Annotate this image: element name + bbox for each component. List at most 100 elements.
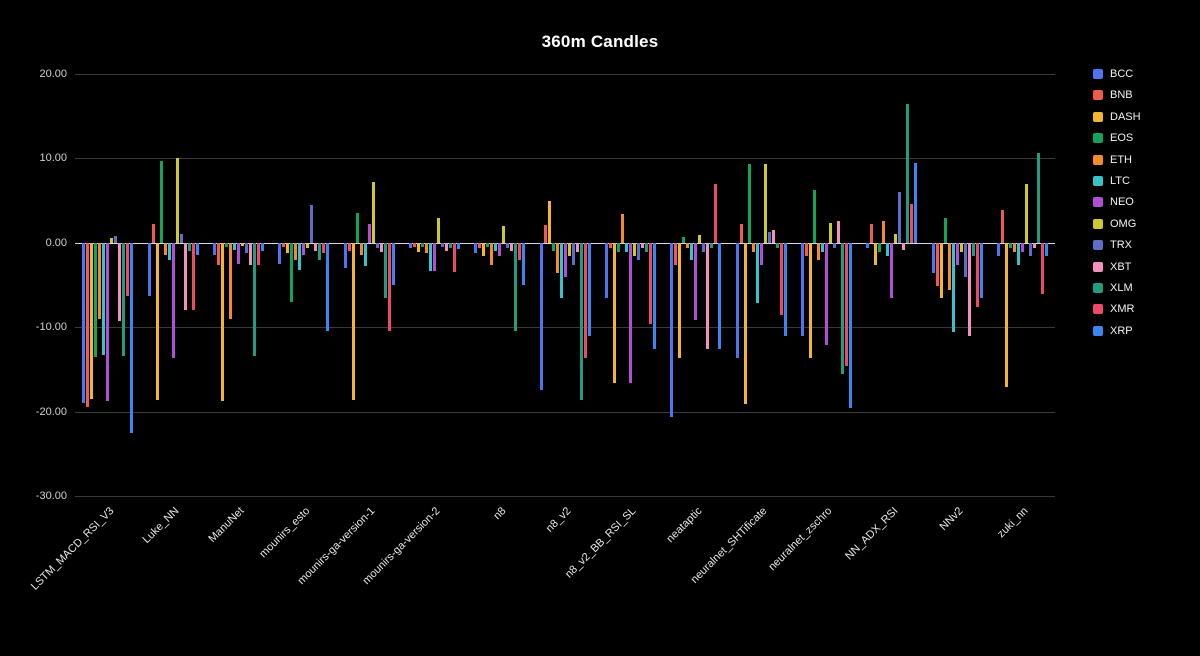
bar-OMG-neuralnet_SHTificate[interactable]	[763, 163, 767, 243]
bar-DASH-n8[interactable]	[482, 242, 486, 257]
bar-TRX-neuralnet_zschro[interactable]	[832, 242, 836, 248]
bar-BNB-Luke_NN[interactable]	[151, 224, 155, 243]
bar-OMG-n8_v2[interactable]	[567, 242, 571, 257]
bar-LTC-n8[interactable]	[494, 242, 498, 252]
bar-LTC-mounirs-ga-version-1[interactable]	[363, 242, 367, 266]
bar-LTC-NN_ADX_RSI[interactable]	[886, 242, 890, 257]
bar-NEO-neataptic[interactable]	[694, 242, 698, 320]
bar-XBT-n8_v2[interactable]	[575, 242, 579, 253]
bar-DASH-neuralnet_zschro[interactable]	[808, 242, 812, 358]
bar-OMG-NNv2[interactable]	[959, 242, 963, 253]
bar-DASH-NN_ADX_RSI[interactable]	[874, 242, 878, 265]
legend-item-BCC[interactable]: BCC	[1093, 68, 1141, 80]
bar-XMR-NNv2[interactable]	[975, 242, 979, 307]
bar-XRP-neuralnet_SHTificate[interactable]	[783, 242, 787, 337]
bar-ETH-n8[interactable]	[490, 242, 494, 265]
bar-XRP-LSTM_MACD_RSI_V3[interactable]	[130, 242, 134, 433]
bar-LTC-Luke_NN[interactable]	[167, 242, 171, 260]
bar-BNB-NNv2[interactable]	[935, 242, 939, 286]
bar-TRX-Luke_NN[interactable]	[179, 234, 183, 243]
bar-XLM-neataptic[interactable]	[710, 242, 714, 248]
bar-EOS-NN_ADX_RSI[interactable]	[878, 242, 882, 253]
bar-XBT-NNv2[interactable]	[967, 242, 971, 337]
bar-XLM-n8_v2_BB_RSI_SL[interactable]	[644, 242, 648, 253]
bar-XRP-n8_v2[interactable]	[587, 242, 591, 336]
bar-TRX-LSTM_MACD_RSI_V3[interactable]	[114, 236, 118, 243]
bar-LTC-n8_v2[interactable]	[559, 242, 563, 299]
bar-BCC-LSTM_MACD_RSI_V3[interactable]	[82, 242, 86, 404]
bar-XMR-n8[interactable]	[518, 242, 522, 260]
bar-XBT-neuralnet_SHTificate[interactable]	[771, 230, 775, 243]
bar-ETH-neataptic[interactable]	[686, 242, 690, 248]
bar-TRX-n8[interactable]	[506, 242, 510, 248]
bar-LTC-n8_v2_BB_RSI_SL[interactable]	[624, 242, 628, 253]
bar-XMR-mounirs_esto[interactable]	[322, 242, 326, 253]
bar-DASH-mounirs_esto[interactable]	[286, 242, 290, 253]
bar-ETH-NN_ADX_RSI[interactable]	[882, 220, 886, 243]
bar-BNB-n8[interactable]	[478, 242, 482, 248]
legend-item-XMR[interactable]: XMR	[1093, 303, 1141, 315]
bar-BCC-mounirs_esto[interactable]	[278, 242, 282, 264]
bar-NEO-mounirs_esto[interactable]	[302, 242, 306, 256]
bar-NEO-mounirs-ga-version-2[interactable]	[432, 242, 436, 272]
bar-BCC-Luke_NN[interactable]	[147, 242, 151, 296]
bar-ETH-ManuNet[interactable]	[228, 242, 232, 319]
bar-XLM-Luke_NN[interactable]	[187, 242, 191, 252]
bar-EOS-ManuNet[interactable]	[224, 242, 228, 247]
bar-BCC-neuralnet_zschro[interactable]	[800, 242, 804, 337]
bar-XLM-mounirs-ga-version-2[interactable]	[448, 242, 452, 248]
bar-BNB-neuralnet_zschro[interactable]	[804, 242, 808, 257]
bar-XRP-n8[interactable]	[522, 242, 526, 285]
bar-XRP-Luke_NN[interactable]	[195, 242, 199, 256]
bar-TRX-NNv2[interactable]	[963, 242, 967, 278]
bar-OMG-Luke_NN[interactable]	[175, 158, 179, 243]
bar-XRP-mounirs_esto[interactable]	[326, 242, 330, 332]
bar-ETH-zuki_nn[interactable]	[1012, 242, 1016, 253]
bar-OMG-mounirs-ga-version-2[interactable]	[436, 217, 440, 243]
bar-OMG-mounirs_esto[interactable]	[306, 242, 310, 248]
bar-OMG-LSTM_MACD_RSI_V3[interactable]	[110, 237, 114, 243]
bar-XMR-NN_ADX_RSI[interactable]	[910, 204, 914, 243]
bar-ETH-Luke_NN[interactable]	[163, 242, 167, 256]
bar-EOS-zuki_nn[interactable]	[1008, 242, 1012, 248]
bar-NEO-zuki_nn[interactable]	[1020, 242, 1024, 253]
bar-BCC-NN_ADX_RSI[interactable]	[866, 242, 870, 248]
bar-XBT-neataptic[interactable]	[706, 242, 710, 350]
bar-BCC-zuki_nn[interactable]	[996, 242, 1000, 257]
bar-LTC-mounirs-ga-version-2[interactable]	[428, 242, 432, 272]
bar-TRX-mounirs-ga-version-1[interactable]	[375, 242, 379, 248]
bar-XMR-n8_v2[interactable]	[583, 242, 587, 358]
bar-NEO-n8_v2[interactable]	[563, 242, 567, 278]
bar-XMR-n8_v2_BB_RSI_SL[interactable]	[648, 242, 652, 324]
bar-XRP-mounirs-ga-version-2[interactable]	[456, 242, 460, 249]
bar-LTC-neuralnet_SHTificate[interactable]	[755, 242, 759, 303]
bar-ETH-n8_v2_BB_RSI_SL[interactable]	[620, 214, 624, 243]
bar-XLM-LSTM_MACD_RSI_V3[interactable]	[122, 242, 126, 356]
bar-BNB-NN_ADX_RSI[interactable]	[870, 224, 874, 243]
bar-XLM-mounirs-ga-version-1[interactable]	[383, 242, 387, 298]
bar-ETH-NNv2[interactable]	[947, 242, 951, 291]
bar-OMG-zuki_nn[interactable]	[1024, 183, 1028, 243]
bar-XLM-neuralnet_zschro[interactable]	[840, 242, 844, 375]
bar-TRX-ManuNet[interactable]	[244, 242, 248, 253]
bar-XRP-NN_ADX_RSI[interactable]	[914, 162, 918, 243]
legend-item-ETH[interactable]: ETH	[1093, 154, 1141, 166]
bar-XBT-mounirs-ga-version-1[interactable]	[379, 242, 383, 253]
bar-XMR-neataptic[interactable]	[714, 183, 718, 243]
bar-XLM-n8[interactable]	[514, 242, 518, 331]
bar-XBT-n8_v2_BB_RSI_SL[interactable]	[640, 242, 644, 248]
bar-XMR-ManuNet[interactable]	[256, 242, 260, 265]
bar-EOS-NNv2[interactable]	[943, 218, 947, 243]
legend-item-XBT[interactable]: XBT	[1093, 261, 1141, 273]
bar-XRP-mounirs-ga-version-1[interactable]	[391, 242, 395, 285]
bar-BCC-ManuNet[interactable]	[212, 242, 216, 256]
bar-XMR-LSTM_MACD_RSI_V3[interactable]	[126, 242, 130, 296]
bar-BNB-n8_v2_BB_RSI_SL[interactable]	[608, 242, 612, 248]
bar-LTC-ManuNet[interactable]	[232, 242, 236, 250]
bar-ETH-n8_v2[interactable]	[555, 242, 559, 274]
bar-OMG-NN_ADX_RSI[interactable]	[894, 233, 898, 243]
bar-XLM-mounirs_esto[interactable]	[318, 242, 322, 260]
bar-EOS-n8_v2_BB_RSI_SL[interactable]	[616, 242, 620, 253]
bar-BCC-neuralnet_SHTificate[interactable]	[735, 242, 739, 358]
bar-OMG-neataptic[interactable]	[698, 235, 702, 243]
